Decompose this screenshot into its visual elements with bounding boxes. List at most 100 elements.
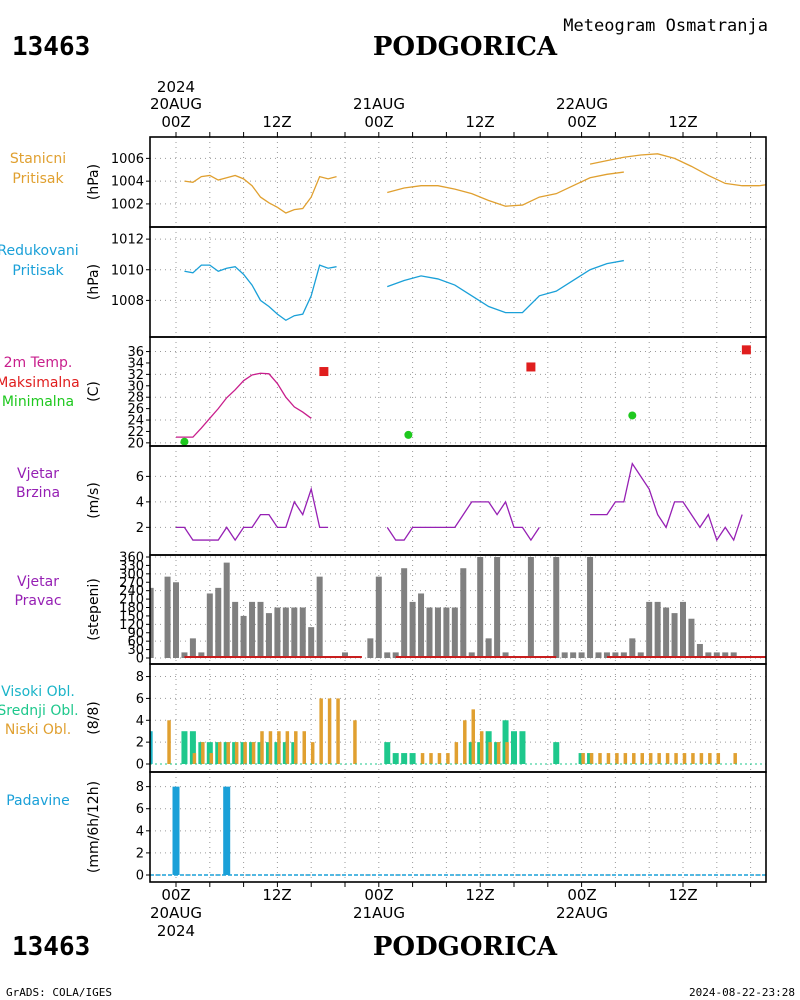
plot-area	[150, 698, 766, 765]
cloud-bar	[420, 753, 425, 764]
y-tick-label: 28	[127, 391, 144, 406]
wind-direction-bar	[663, 607, 670, 658]
y-tick-label: 24	[127, 414, 144, 429]
cloud-bar	[615, 753, 619, 764]
top-day-2-hour: 00Z	[364, 113, 393, 131]
bottom-time-axis: 00Z 20AUG 2024 00Z 21AUG 00Z 22AUG 12Z 1…	[150, 886, 698, 940]
cloud-bar	[150, 731, 153, 764]
y-tick-label: 30	[127, 379, 144, 394]
unit-label: (mm/6h/12h)	[86, 781, 102, 873]
cloud-bar	[429, 753, 433, 764]
y-tick-label: 210	[119, 593, 144, 608]
panel-pressure: 1002 1004 1006 Stanicni Pritisak (hPa)	[10, 136, 767, 228]
y-tick-label: 8	[136, 780, 144, 795]
wind-direction-bar	[494, 557, 501, 658]
cloud-bar	[581, 753, 585, 764]
wind-direction-bar	[265, 613, 272, 658]
wind-direction-bar	[367, 638, 374, 658]
y-tick-label: 60	[127, 635, 144, 650]
unit-label: (m/s)	[86, 482, 102, 519]
y-tick-label: 150	[119, 609, 144, 624]
wind-direction-bar	[485, 638, 492, 658]
wind-direction-bar	[274, 607, 281, 658]
wind-direction-bar	[680, 601, 686, 658]
cloud-bar	[682, 753, 687, 764]
cloud-bar	[353, 720, 357, 764]
wind-direction-bar	[392, 652, 399, 658]
wind-direction-bar	[629, 638, 636, 658]
station-id-bottom: 13463	[12, 932, 90, 962]
cloud-bar	[251, 742, 256, 764]
wind-direction-bar	[688, 618, 695, 658]
y-tick-label: 8	[136, 670, 144, 685]
top-time-axis: 2024 20AUG 00Z 21AUG 00Z 22AUG 00Z 12Z 1…	[150, 78, 698, 131]
y-tick-label: 6	[136, 692, 144, 707]
bottom-noon-3: 12Z	[668, 886, 697, 904]
wind-direction-bar	[468, 652, 475, 658]
y-tick-label: 6	[136, 802, 144, 817]
panel-label: Visoki Obl.	[1, 684, 75, 700]
y-tick-label: 2	[136, 736, 144, 751]
cloud-bar	[181, 731, 188, 764]
bottom-day-3-date: 22AUG	[556, 904, 608, 922]
series-line	[590, 462, 743, 542]
cloud-bar	[496, 742, 501, 764]
wind-direction-bar	[181, 652, 188, 658]
cloud-bar	[310, 742, 315, 764]
wind-direction-bar	[570, 652, 577, 658]
top-noon-2: 12Z	[465, 113, 494, 131]
panel-reduced: 1008 1010 1012 Redukovani Pritisak (hPa)	[0, 226, 767, 338]
wind-direction-bar	[206, 593, 213, 658]
y-tick-label: 1010	[111, 263, 144, 278]
wind-direction-bar	[443, 607, 450, 658]
min-temp-marker	[628, 411, 637, 420]
top-year: 2024	[157, 78, 195, 96]
cloud-bar	[511, 731, 517, 764]
wind-direction-bar	[249, 601, 256, 658]
series-line	[387, 259, 624, 314]
cloud-bar	[437, 753, 442, 764]
cloud-bar	[167, 720, 171, 764]
cloud-bar	[277, 731, 281, 764]
wind-direction-bar	[316, 576, 323, 658]
panel-frame	[149, 136, 767, 228]
series-line	[386, 500, 540, 542]
top-day-2-date: 21AUG	[353, 95, 405, 113]
wind-direction-bar	[375, 576, 382, 658]
y-tick-label: 0	[136, 869, 144, 884]
y-tick-label: 6	[136, 470, 144, 485]
wind-direction-bar	[502, 652, 509, 658]
wind-direction-bar	[164, 576, 171, 658]
cloud-bar	[192, 753, 197, 764]
wind-direction-bar	[730, 652, 737, 658]
y-tick-label: 330	[119, 559, 144, 574]
y-tick-label: 360	[119, 551, 144, 566]
wind-direction-bar	[654, 601, 661, 658]
wind-direction-bar	[705, 652, 712, 658]
cloud-bar	[623, 753, 628, 764]
wind-direction-bar	[696, 643, 703, 658]
station-id-top: 13463	[12, 32, 90, 62]
panel-label: Redukovani	[0, 243, 79, 259]
y-tick-label: 36	[127, 345, 144, 360]
wind-direction-bar	[308, 627, 315, 658]
y-tick-label: 0	[136, 758, 144, 773]
y-tick-label: 22	[127, 425, 144, 440]
cloud-bar	[665, 753, 670, 764]
wind-direction-bar	[620, 652, 627, 658]
plot-area	[150, 786, 766, 876]
cloud-bar	[285, 731, 290, 764]
panel-label: Pritisak	[12, 263, 64, 279]
y-tick-label: 0	[136, 652, 144, 667]
series-line	[176, 372, 312, 438]
y-tick-label: 2	[136, 846, 144, 861]
cloud-bar	[201, 742, 205, 764]
unit-label: (C)	[86, 381, 102, 402]
wind-direction-bar	[603, 652, 610, 658]
panel-frame	[149, 771, 767, 883]
unit-label: (hPa)	[86, 264, 102, 300]
station-name-bottom: PODGORICA	[373, 932, 558, 962]
wind-direction-bar	[595, 652, 602, 658]
